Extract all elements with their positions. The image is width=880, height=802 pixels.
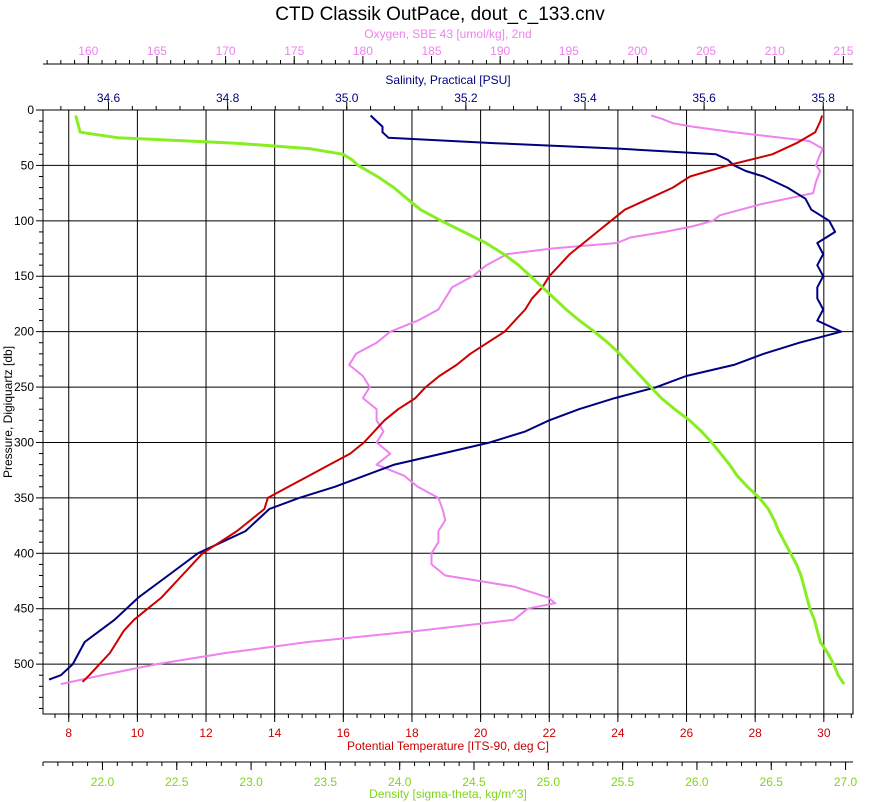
series-line-density <box>74 115 846 685</box>
x-tick-label-density-24: 24.0 <box>388 775 412 789</box>
x-tick-label-temperature-8: 8 <box>65 726 72 740</box>
x-tick-label-density-25: 25.0 <box>537 775 561 789</box>
x-tick-label-oxygen-180: 180 <box>353 44 373 58</box>
y-tick-label-150: 150 <box>14 269 34 283</box>
x-tick-label-oxygen-185: 185 <box>422 44 442 58</box>
y-tick-label-450: 450 <box>14 602 34 616</box>
x-tick-label-oxygen-200: 200 <box>627 44 647 58</box>
x-tick-label-density-26-5: 26.5 <box>760 775 784 789</box>
x-tick-label-oxygen-165: 165 <box>147 44 167 58</box>
x-tick-label-oxygen-195: 195 <box>559 44 579 58</box>
x-tick-label-density-23-5: 23.5 <box>314 775 338 789</box>
plot-frame <box>42 109 854 715</box>
x-tick-label-temperature-22: 22 <box>543 726 557 740</box>
y-tick-label-400: 400 <box>14 546 34 560</box>
x-tick-label-salinity-35: 35.0 <box>335 91 359 105</box>
x-tick-label-salinity-35-8: 35.8 <box>812 91 836 105</box>
x-tick-label-temperature-26: 26 <box>680 726 694 740</box>
x-tick-label-density-26: 26.0 <box>685 775 709 789</box>
y-tick-label-350: 350 <box>14 491 34 505</box>
x-tick-label-density-22-5: 22.5 <box>165 775 189 789</box>
x-tick-label-temperature-24: 24 <box>611 726 625 740</box>
y-tick-label-0: 0 <box>27 103 34 117</box>
x-tick-label-oxygen-210: 210 <box>765 44 785 58</box>
y-tick-label-500: 500 <box>14 657 34 671</box>
x-tick-label-temperature-10: 10 <box>131 726 145 740</box>
axes-layer: 0 50 100 150 200 250 300 350 400 450 500 Pressure, … <box>1 27 858 801</box>
x-tick-label-oxygen-175: 175 <box>284 44 304 58</box>
series-line-oxygen <box>60 114 824 686</box>
y-tick-label-300: 300 <box>14 435 34 449</box>
x-tick-label-temperature-16: 16 <box>337 726 351 740</box>
x-tick-label-density-24-5: 24.5 <box>462 775 486 789</box>
axis-title-density: Density [sigma-theta, kg/m^3] <box>369 787 527 801</box>
x-tick-label-temperature-28: 28 <box>749 726 763 740</box>
y-tick-label-100: 100 <box>14 214 34 228</box>
x-tick-label-oxygen-160: 160 <box>78 44 98 58</box>
grid-layer <box>43 109 853 714</box>
axis-title-temperature: Potential Temperature [ITS-90, deg C] <box>347 739 549 753</box>
x-tick-label-oxygen-215: 215 <box>833 44 853 58</box>
x-tick-label-salinity-35-4: 35.4 <box>573 91 597 105</box>
x-tick-label-salinity-35-2: 35.2 <box>454 91 478 105</box>
y-tick-label-250: 250 <box>14 380 34 394</box>
y-tick-label-200: 200 <box>14 325 34 339</box>
x-tick-label-temperature-14: 14 <box>268 726 282 740</box>
series-layer <box>48 114 846 686</box>
series-line-temperature <box>81 115 824 683</box>
x-tick-label-oxygen-190: 190 <box>490 44 510 58</box>
x-tick-label-density-25-5: 25.5 <box>611 775 635 789</box>
x-tick-label-temperature-12: 12 <box>199 726 213 740</box>
x-tick-label-temperature-30: 30 <box>817 726 831 740</box>
x-tick-label-salinity-34-8: 34.8 <box>216 91 240 105</box>
x-tick-label-salinity-34-6: 34.6 <box>97 91 121 105</box>
x-tick-label-temperature-20: 20 <box>474 726 488 740</box>
x-tick-label-salinity-35-6: 35.6 <box>692 91 716 105</box>
x-tick-label-density-27: 27.0 <box>834 775 858 789</box>
x-tick-label-oxygen-170: 170 <box>216 44 236 58</box>
axis-title-salinity: Salinity, Practical [PSU] <box>385 73 510 87</box>
x-tick-label-density-23: 23.0 <box>239 775 263 789</box>
y-tick-label-50: 50 <box>21 158 35 172</box>
x-tick-label-temperature-18: 18 <box>405 726 419 740</box>
x-tick-label-density-22: 22.0 <box>91 775 115 789</box>
axis-title-oxygen: Oxygen, SBE 43 [umol/kg], 2nd <box>364 27 531 41</box>
chart-title: CTD Classik OutPace, dout_c_133.cnv <box>275 4 605 25</box>
x-tick-label-oxygen-205: 205 <box>696 44 716 58</box>
y-axis-title: Pressure, Digiquartz [db] <box>1 346 15 478</box>
